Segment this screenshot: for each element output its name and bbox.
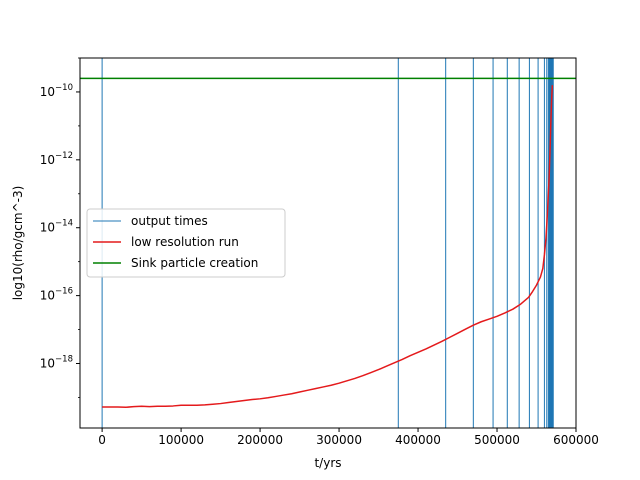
legend: output times low resolution run Sink parti… bbox=[86, 208, 286, 278]
x-tick-label: 200000 bbox=[237, 433, 283, 447]
x-tick-label: 500000 bbox=[474, 433, 520, 447]
output-times-series bbox=[101, 58, 554, 428]
x-tick-label: 400000 bbox=[395, 433, 441, 447]
low-resolution-run-line bbox=[102, 85, 554, 409]
x-tick-label: 100000 bbox=[158, 433, 204, 447]
y-tick-label: 10−10 bbox=[40, 83, 73, 99]
low-resolution-run-series bbox=[102, 85, 554, 409]
x-tick-label: 600000 bbox=[553, 433, 599, 447]
legend-label: low resolution run bbox=[131, 235, 239, 249]
x-axis-label: t/yrs bbox=[314, 456, 341, 470]
x-tick-label: 300000 bbox=[316, 433, 362, 447]
x-axis-ticks: 0 100000 200000 300000 400000 500000 600000 bbox=[98, 428, 599, 447]
plot-frame bbox=[79, 57, 577, 429]
x-tick-label: 0 bbox=[98, 433, 106, 447]
y-tick-label: 10−14 bbox=[40, 219, 73, 235]
legend-box bbox=[86, 208, 286, 278]
y-axis-ticks: 10−10 10−12 10−14 10−16 10−18 bbox=[40, 57, 80, 398]
legend-label: output times bbox=[131, 214, 208, 228]
y-tick-label: 10−16 bbox=[40, 287, 73, 303]
y-tick-label: 10−18 bbox=[40, 355, 73, 371]
y-tick-label: 10−12 bbox=[40, 151, 73, 167]
y-axis-label: log10(rho/gcm^-3) bbox=[11, 186, 25, 301]
legend-label: Sink particle creation bbox=[131, 256, 258, 270]
